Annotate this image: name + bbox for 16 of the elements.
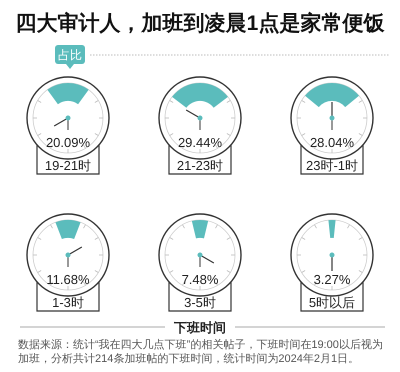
category-label: 21-23时	[176, 158, 224, 173]
text: 四大审计人，加班到凌晨1点是家常便饭	[16, 11, 386, 35]
category-label: 1-3时	[52, 295, 84, 310]
text: 占比	[58, 48, 82, 62]
data-label: 20.09%	[46, 135, 90, 150]
category-label: 5时以后	[308, 295, 356, 310]
source-note: 数据来源：统计“我在四大几点下班”的相关帖子，下班时间在19:00以后视为加班，分析共计214条加班帖的下班时间，统计时间为2024年2月1日。	[18, 338, 384, 366]
data-label: 3.27%	[314, 272, 351, 287]
text: 下班时间	[173, 320, 226, 335]
data-label: 28.04%	[310, 135, 354, 150]
category-label: 19-21时	[44, 158, 92, 173]
category-label: 23时-1时	[306, 158, 358, 173]
data-label: 29.44%	[178, 135, 222, 150]
data-label: 7.48%	[182, 272, 219, 287]
category-label: 3-5时	[184, 295, 216, 310]
data-label: 11.68%	[46, 272, 90, 287]
